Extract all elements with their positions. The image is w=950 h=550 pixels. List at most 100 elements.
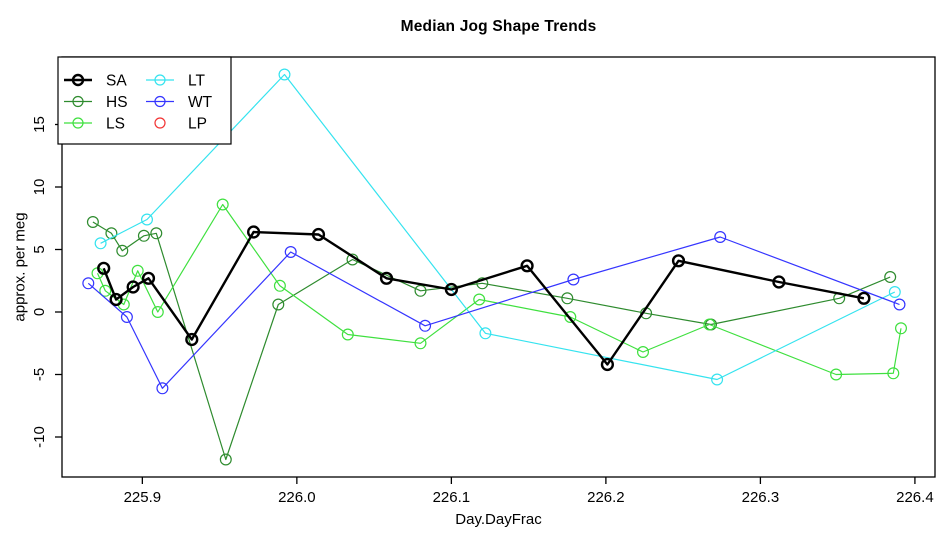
series-SA-point — [520, 259, 534, 273]
series-SA — [97, 225, 871, 372]
series-HS-point — [272, 298, 285, 311]
series-LS-point — [887, 367, 900, 380]
series-SA-point — [311, 227, 326, 242]
series-SA-point — [126, 280, 140, 294]
series-SA-point — [247, 225, 261, 239]
legend: SA HS LS LT WT LP — [57, 56, 232, 145]
series-SA-point — [379, 271, 394, 285]
series-LT-point — [711, 373, 724, 386]
legend-label-LT: LT — [188, 73, 205, 90]
series-WT-point — [419, 319, 432, 332]
series-WT-point — [82, 277, 95, 290]
series-LS-point — [830, 368, 843, 381]
legend-label-LP: LP — [188, 116, 207, 133]
legend-entry-LT: LT — [146, 73, 205, 90]
legend-marker-HS — [72, 95, 84, 108]
series-WT-point — [284, 246, 297, 259]
legend-label-SA: SA — [106, 73, 127, 90]
series-SA-point — [671, 254, 686, 268]
series-LS-point — [636, 346, 649, 359]
series-HS-point — [105, 227, 118, 240]
series-LS-point — [473, 293, 486, 306]
series-LS-line — [96, 203, 902, 376]
x-tick-label: 226.3 — [742, 489, 780, 506]
chart-title: Median Jog Shape Trends — [400, 18, 597, 35]
series-LS-point — [564, 311, 577, 324]
y-tick-label: 0 — [31, 308, 48, 316]
series-SA-point — [185, 332, 199, 347]
series-HS-point — [561, 292, 574, 305]
plot-box — [61, 56, 936, 478]
series-WT-point — [156, 382, 169, 395]
series-SA-point — [97, 261, 111, 275]
series-WT-line — [87, 236, 900, 389]
y-axis-label: approx. per meg — [11, 212, 29, 322]
series-LT-point — [278, 68, 291, 81]
series-SA-point — [141, 271, 156, 285]
series-LS-point — [703, 318, 716, 331]
series-LS-point — [216, 198, 229, 211]
legend-marker-LS — [72, 117, 84, 129]
legend-marker-SA — [71, 73, 85, 87]
x-tick-label: 225.9 — [124, 489, 162, 506]
series-HS-line — [92, 221, 891, 461]
series-HS-point — [476, 277, 489, 290]
x-tick-label: 226.4 — [896, 489, 934, 506]
x-tick-label: 226.0 — [278, 489, 316, 506]
series-LT-point — [479, 327, 492, 340]
series-WT-point — [567, 273, 580, 286]
y-tick-label: 5 — [31, 245, 48, 253]
series-LS-point — [894, 322, 907, 335]
series-LS-point — [131, 264, 144, 277]
series-SA-point — [444, 282, 459, 297]
series-LS-point — [273, 279, 286, 292]
series-LT — [94, 68, 901, 386]
y-tick-label: 15 — [31, 116, 48, 133]
series-HS-point — [414, 284, 427, 297]
series-HS-point — [219, 453, 232, 466]
series-WT-point — [714, 231, 727, 244]
series-HS-point — [137, 229, 150, 242]
series-LT-point — [888, 286, 901, 299]
series-LT-point — [94, 237, 107, 250]
legend-marker-LT — [154, 74, 166, 86]
legend-entry-HS: HS — [64, 94, 128, 111]
series-LT-line — [100, 73, 896, 381]
series-HS — [86, 216, 897, 466]
y-tick-label: 10 — [31, 179, 48, 196]
y-tick-label: -5 — [31, 368, 48, 381]
legend-entry-WT: WT — [146, 94, 213, 111]
legend-entry-LS: LS — [64, 116, 125, 133]
x-axis-label: Day.DayFrac — [455, 511, 542, 528]
series-HS-point — [150, 227, 163, 240]
x-tick-label: 226.1 — [433, 489, 471, 506]
series-WT-point — [120, 311, 133, 324]
series-SA-line — [102, 230, 865, 366]
legend-entry-SA: SA — [64, 73, 127, 90]
legend-label-HS: HS — [106, 94, 128, 111]
legend-marker-LP — [154, 117, 166, 129]
series-SA-point — [857, 291, 871, 305]
series-LS-point — [151, 306, 164, 319]
series-HS-point — [86, 216, 99, 229]
series-LS-point — [414, 337, 427, 350]
legend-label-LS: LS — [106, 116, 125, 133]
y-tick-label: -10 — [31, 426, 48, 448]
series-SA-point — [772, 275, 786, 289]
series-WT-point — [893, 298, 906, 311]
series-LT-point — [141, 213, 154, 226]
x-tick-label: 226.2 — [587, 489, 625, 506]
series-LS-point — [341, 328, 354, 341]
series-WT — [82, 231, 906, 395]
series-LS — [91, 198, 907, 381]
legend-box — [57, 56, 232, 145]
series-HS-point — [116, 244, 129, 257]
series-HS-point — [884, 271, 897, 284]
legend-label-WT: WT — [188, 94, 213, 111]
series-LS-point — [99, 284, 112, 297]
legend-entry-LP: LP — [154, 116, 207, 133]
series-SA-point — [600, 357, 615, 372]
legend-marker-WT — [154, 95, 166, 108]
